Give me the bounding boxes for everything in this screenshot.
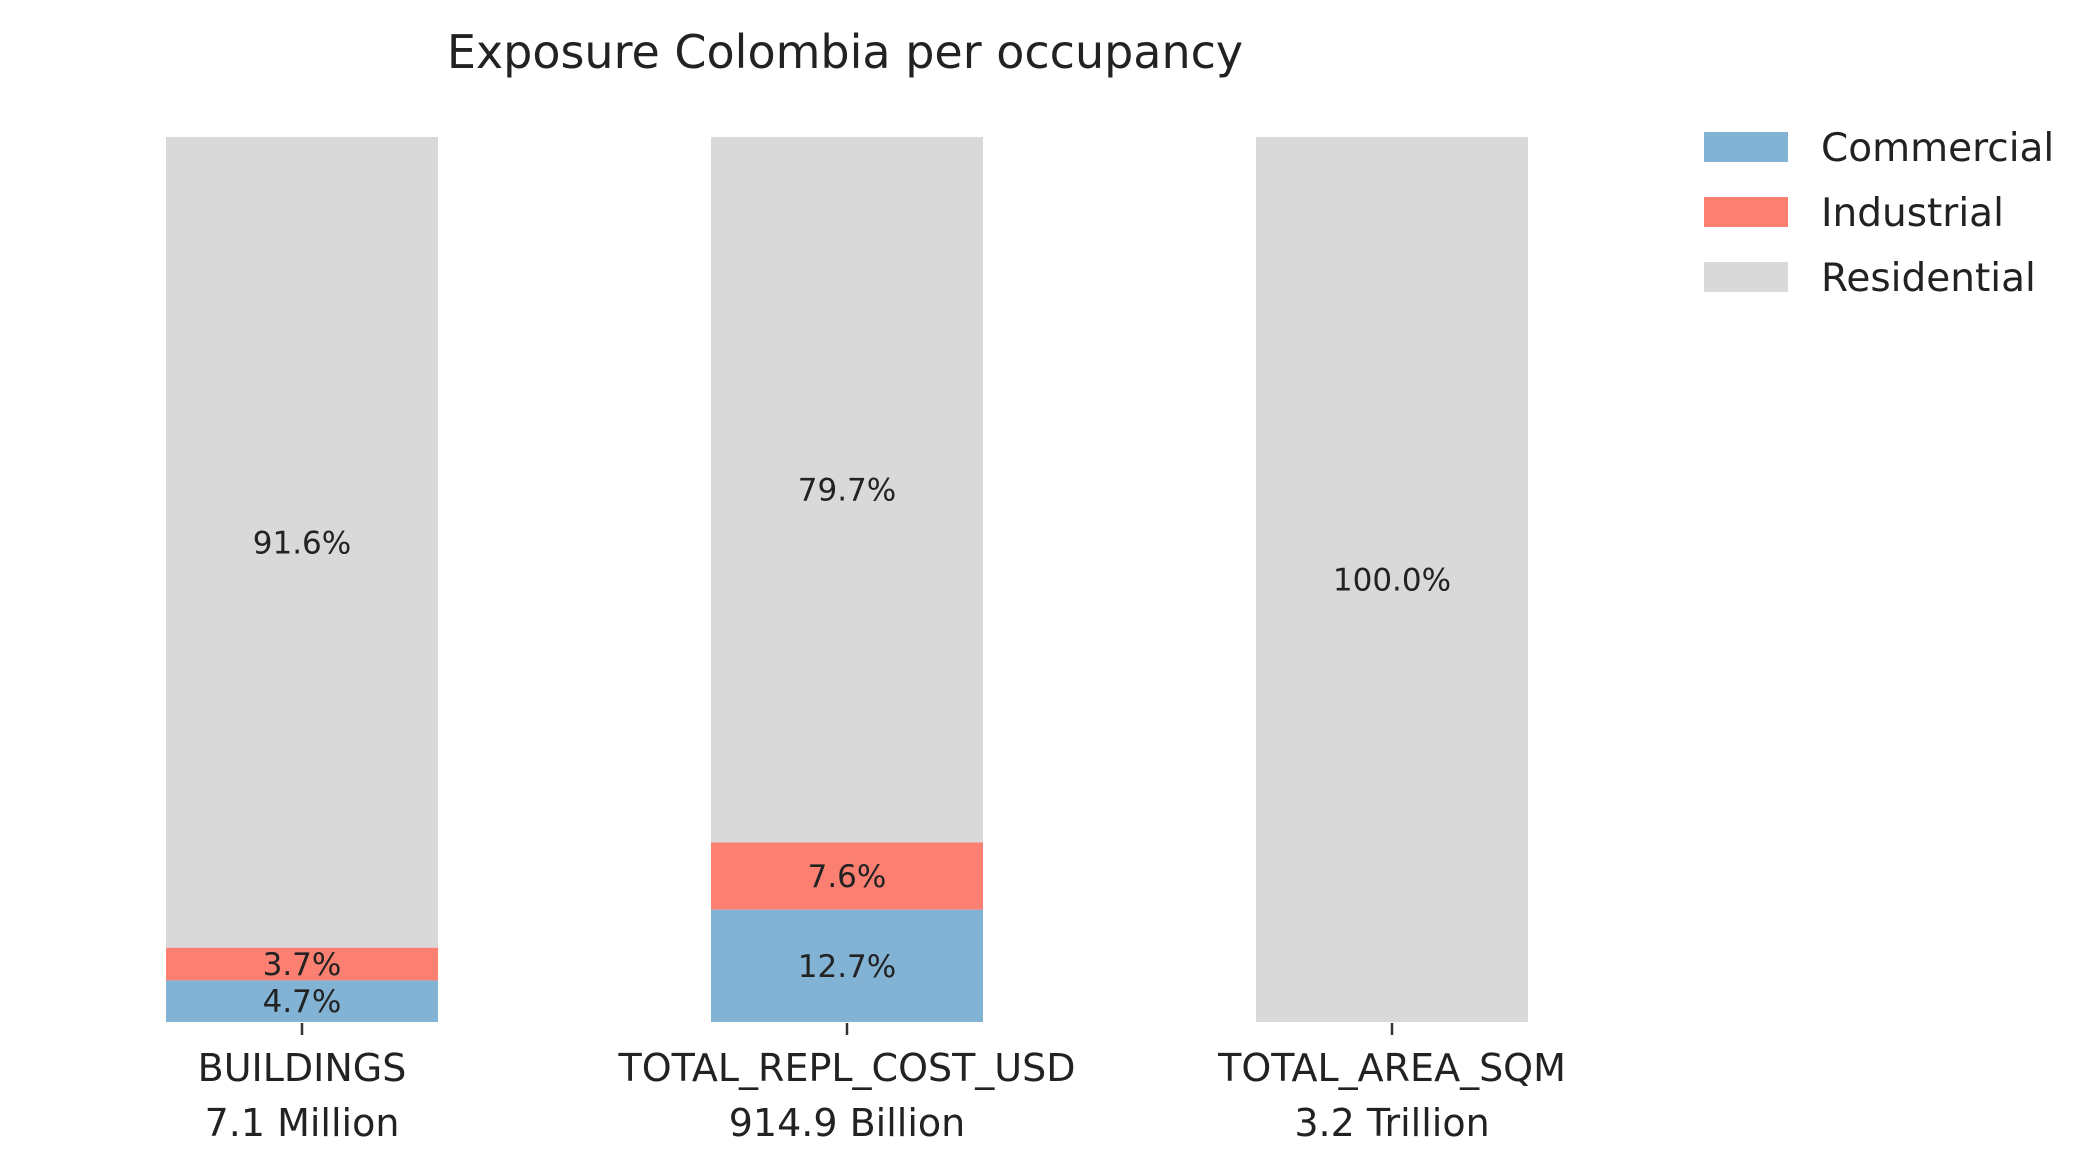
bar-total-repl-cost-usd-commercial (711, 909, 983, 1022)
bar-buildings-residential (166, 137, 438, 948)
legend-swatch-residential (1704, 262, 1788, 292)
x-tick-total-total-repl-cost-usd: 914.9 Billion (729, 1101, 966, 1145)
bar-buildings-industrial (166, 947, 438, 981)
legend: Commercial Industrial Residential (1704, 126, 2054, 301)
data-label-total-repl-cost-usd-residential: 79.7% (798, 473, 896, 509)
data-labels-layer: 4.7%3.7% 91.6% 12.7% 7.6% 79.7% 100.0% (253, 473, 1451, 1021)
data-label-buildings-residential: 91.6% (253, 525, 351, 561)
legend-label-industrial: Industrial (1821, 191, 2004, 236)
legend-swatch-industrial (1704, 197, 1788, 227)
legend-swatch-commercial (1704, 132, 1788, 162)
legend-label-residential: Residential (1821, 256, 2036, 301)
bar-total-area-sqm-residential (1256, 137, 1528, 1022)
x-tick-label-buildings: BUILDINGS (198, 1046, 407, 1090)
x-tick-label-total-repl-cost-usd: TOTAL_REPL_COST_USD (617, 1046, 1075, 1090)
bar-total-repl-cost-usd-residential (711, 137, 983, 843)
x-tick-label-total-area-sqm: TOTAL_AREA_SQM (1217, 1046, 1566, 1090)
x-tick-total-total-area-sqm: 3.2 Trillion (1294, 1101, 1489, 1145)
x-tick-total-buildings: 7.1 Million (205, 1101, 400, 1145)
bar-buildings-commercial (166, 980, 438, 1022)
bars-layer (166, 137, 1528, 1022)
data-label-buildings-industrial: 3.7% (263, 947, 342, 983)
data-label-total-repl-cost-usd-industrial: 7.6% (808, 859, 887, 895)
bar-total-repl-cost-usd-industrial (711, 842, 983, 910)
data-label-total-repl-cost-usd-commercial: 12.7% (798, 949, 896, 985)
data-label-buildings-commercial: 4.7% (263, 984, 342, 1020)
x-axis: BUILDINGS 7.1 Million TOTAL_REPL_COST_USD 9… (198, 1023, 1566, 1145)
data-label-total-area-sqm-residential: 100.0% (1333, 563, 1451, 599)
legend-label-commercial: Commercial (1821, 126, 2054, 171)
chart-title: Exposure Colombia per occupancy (447, 25, 1243, 79)
